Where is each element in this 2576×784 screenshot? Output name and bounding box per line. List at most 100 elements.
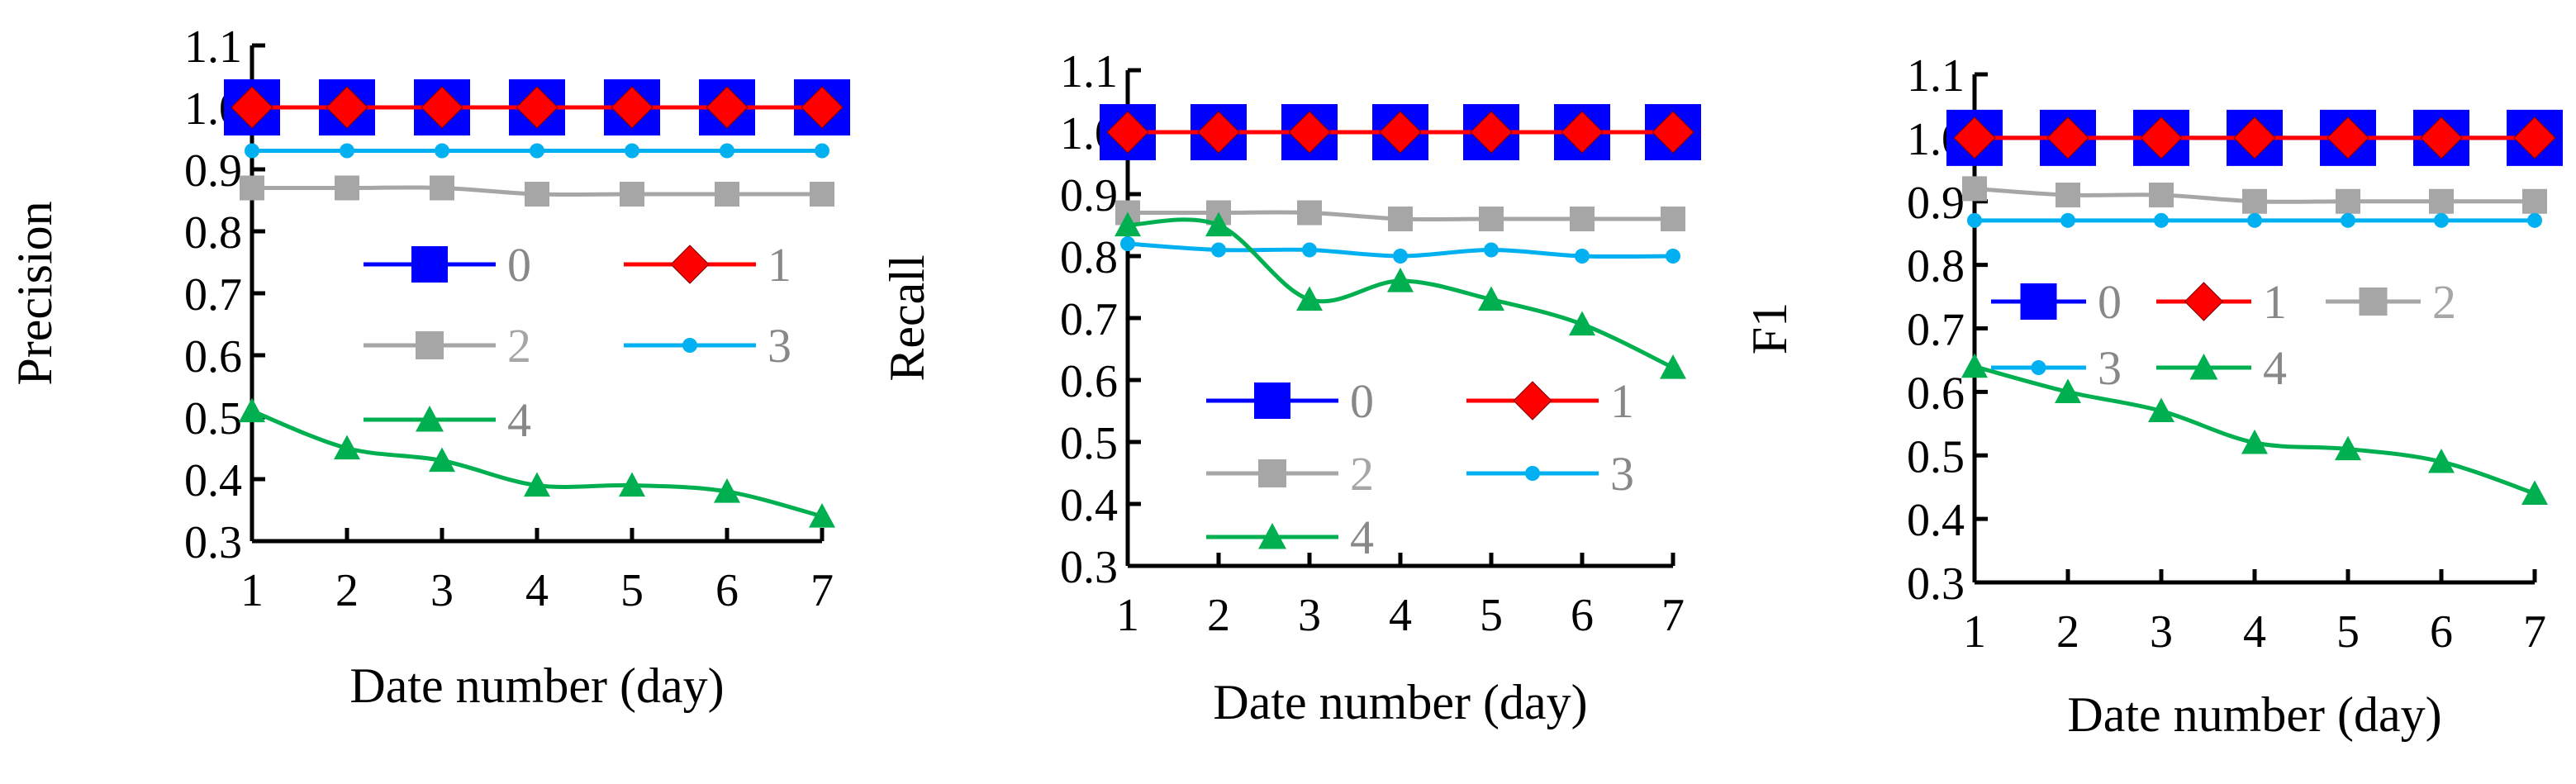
data-point-2	[2242, 188, 2267, 214]
x-tick-label: 1	[1963, 606, 1986, 658]
data-point-1	[1470, 111, 1513, 154]
data-point-1	[2046, 116, 2089, 159]
data-point-4	[1296, 286, 1323, 311]
data-point-2	[810, 182, 834, 207]
x-tick-label: 4	[2243, 606, 2266, 658]
data-point-1	[1561, 111, 1604, 154]
legend-item-0: 0	[364, 238, 531, 292]
data-point-4	[809, 503, 835, 528]
data-point-4	[1961, 353, 1988, 378]
data-point-3	[435, 143, 449, 159]
data-point-4	[1478, 286, 1504, 311]
series-4	[1961, 353, 2548, 505]
data-point-2	[2522, 188, 2547, 214]
data-point-3	[340, 143, 354, 159]
x-tick-label: 5	[1480, 590, 1503, 641]
series-1	[231, 86, 844, 129]
legend: 0 1 2 3 4	[364, 238, 791, 447]
data-point-2	[240, 175, 264, 201]
data-point-4	[619, 472, 645, 497]
x-tick-label: 3	[1298, 590, 1321, 641]
data-point-2	[2149, 183, 2174, 208]
data-point-3	[2434, 212, 2449, 228]
y-tick-label: 0.8	[1060, 232, 1118, 283]
data-point-4	[1115, 211, 1141, 237]
circle-icon	[2031, 360, 2046, 375]
x-tick-label: 7	[1661, 590, 1685, 641]
y-tick-label: 0.3	[184, 517, 242, 568]
data-point-4	[1205, 211, 1232, 237]
legend-label: 3	[768, 319, 791, 373]
square-icon	[1254, 382, 1290, 419]
diamond-icon	[670, 245, 710, 284]
legend-label: 0	[1350, 374, 1374, 428]
data-point-3	[1666, 249, 1680, 264]
data-point-1	[611, 86, 654, 129]
legend-label: 1	[1610, 374, 1634, 428]
legend-label: 3	[1610, 447, 1634, 501]
square-icon	[2359, 287, 2388, 316]
data-point-2	[525, 182, 549, 207]
data-point-3	[530, 143, 544, 159]
data-point-1	[231, 86, 273, 129]
x-tick-label: 3	[430, 565, 454, 616]
data-point-3	[2247, 212, 2262, 228]
legend-label: 0	[507, 238, 531, 292]
x-axis-title: Date number (day)	[1213, 675, 1587, 729]
y-tick-label: 0.6	[1060, 356, 1118, 407]
y-tick-label: 0.4	[1907, 495, 1965, 546]
series-3	[1120, 236, 1680, 264]
data-point-3	[245, 143, 259, 159]
data-point-4	[334, 435, 360, 460]
data-point-4	[2148, 397, 2174, 423]
data-point-1	[1953, 116, 1996, 159]
data-point-3	[1302, 242, 1317, 258]
data-point-2	[335, 175, 359, 201]
series-2	[1115, 200, 1685, 231]
y-tick-label: 0.6	[184, 331, 242, 382]
y-tick-label: 0.4	[184, 455, 242, 506]
y-tick-label: 0.7	[1060, 294, 1118, 345]
data-point-1	[706, 86, 749, 129]
legend-label: 1	[2263, 275, 2287, 329]
data-point-3	[1393, 249, 1408, 264]
x-tick-label: 2	[335, 565, 359, 616]
y-tick-label: 0.9	[184, 145, 242, 197]
data-point-1	[326, 86, 368, 129]
legend: 0 1 2 3 4	[1991, 275, 2456, 395]
series-1	[1106, 111, 1694, 154]
data-point-3	[2527, 212, 2542, 228]
data-point-2	[1388, 207, 1413, 231]
data-point-4	[714, 478, 740, 503]
x-tick-label: 5	[620, 565, 644, 616]
legend-label: 2	[507, 319, 531, 373]
data-point-4	[1387, 268, 1414, 292]
legend-item-2: 2	[2326, 275, 2456, 329]
x-axis-title: Date number (day)	[349, 658, 724, 713]
data-point-4	[2335, 435, 2361, 461]
data-point-2	[1661, 207, 1685, 231]
legend-label: 1	[768, 238, 791, 292]
legend-item-4: 4	[2156, 341, 2287, 395]
y-tick-label: 0.9	[1907, 178, 1965, 229]
x-tick-label: 2	[1207, 590, 1230, 641]
y-tick-label: 0.3	[1907, 558, 1965, 610]
data-point-1	[2326, 116, 2369, 159]
y-tick-label: 1.1	[184, 21, 242, 73]
y-axis-title: Recall	[880, 254, 934, 381]
series-4	[1115, 211, 1686, 379]
triangle-icon	[2189, 354, 2218, 380]
data-point-4	[429, 447, 455, 473]
square-icon	[416, 331, 444, 359]
legend-item-1: 1	[2156, 275, 2287, 329]
y-tick-label: 0.6	[1907, 368, 1965, 419]
data-point-1	[516, 86, 558, 129]
x-tick-label: 1	[240, 565, 264, 616]
legend-item-4: 4	[364, 393, 531, 447]
data-point-3	[815, 143, 829, 159]
x-tick-label: 1	[1116, 590, 1139, 641]
y-tick-label: 0.5	[1907, 431, 1965, 482]
data-point-4	[2241, 429, 2268, 454]
